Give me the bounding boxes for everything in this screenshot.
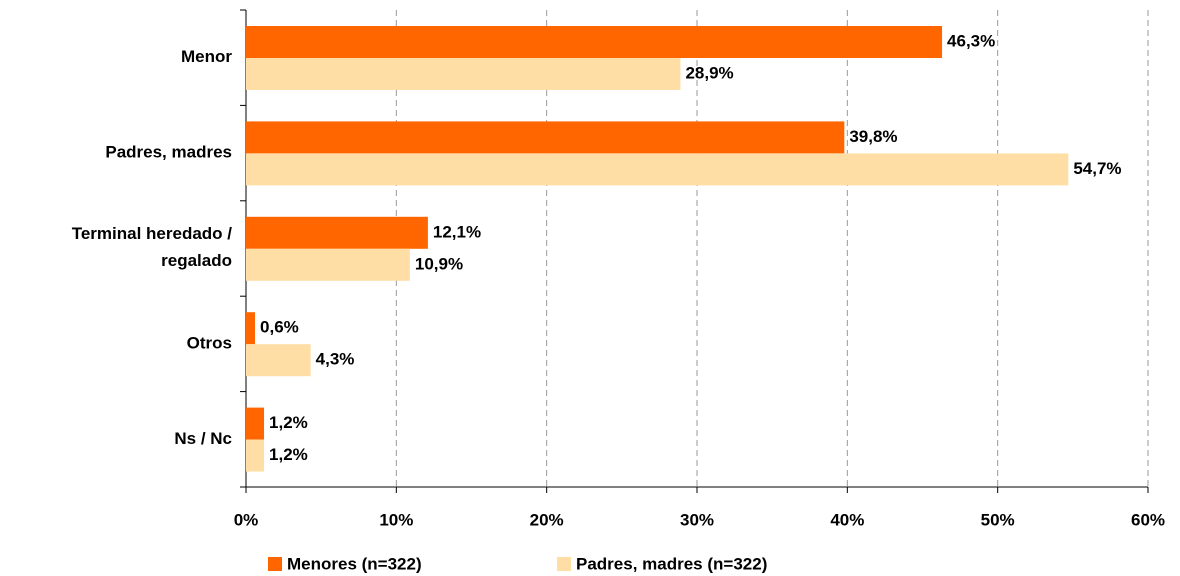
x-tick-label: 10% <box>379 510 413 529</box>
value-label: 0,6% <box>260 318 299 337</box>
y-tick-label: Menor <box>181 47 232 66</box>
legend-swatch <box>268 557 282 571</box>
bar <box>246 121 845 154</box>
y-tick-label: Terminal heredado / regalado <box>72 224 233 270</box>
value-label: 39,8% <box>849 127 897 146</box>
bar <box>246 344 311 377</box>
bar <box>246 439 265 472</box>
x-tick-label: 50% <box>981 510 1015 529</box>
value-label: 10,9% <box>415 254 463 273</box>
value-label: 1,2% <box>269 413 308 432</box>
value-label: 12,1% <box>433 222 481 241</box>
value-label: 1,2% <box>269 445 308 464</box>
y-tick-label: Padres, madres <box>105 143 232 162</box>
y-tick-label: Ns / Nc <box>174 429 232 448</box>
value-label: 28,9% <box>685 63 733 82</box>
legend-label: Padres, madres (n=322) <box>576 554 767 573</box>
legend-swatch <box>557 557 571 571</box>
legend-label: Menores (n=322) <box>287 554 422 573</box>
bar <box>246 312 256 345</box>
x-tick-label: 40% <box>830 510 864 529</box>
x-tick-label: 0% <box>234 510 259 529</box>
value-label: 46,3% <box>947 31 995 50</box>
value-label: 4,3% <box>316 350 355 369</box>
y-tick-label: Otros <box>187 333 232 352</box>
bar <box>246 407 265 440</box>
bar <box>246 26 943 58</box>
x-tick-label: 60% <box>1131 510 1165 529</box>
bar <box>246 216 428 249</box>
x-tick-label: 30% <box>680 510 714 529</box>
bar <box>246 248 410 281</box>
value-label: 54,7% <box>1073 159 1121 178</box>
x-tick-label: 20% <box>530 510 564 529</box>
bar <box>246 153 1069 186</box>
bar <box>246 58 681 90</box>
